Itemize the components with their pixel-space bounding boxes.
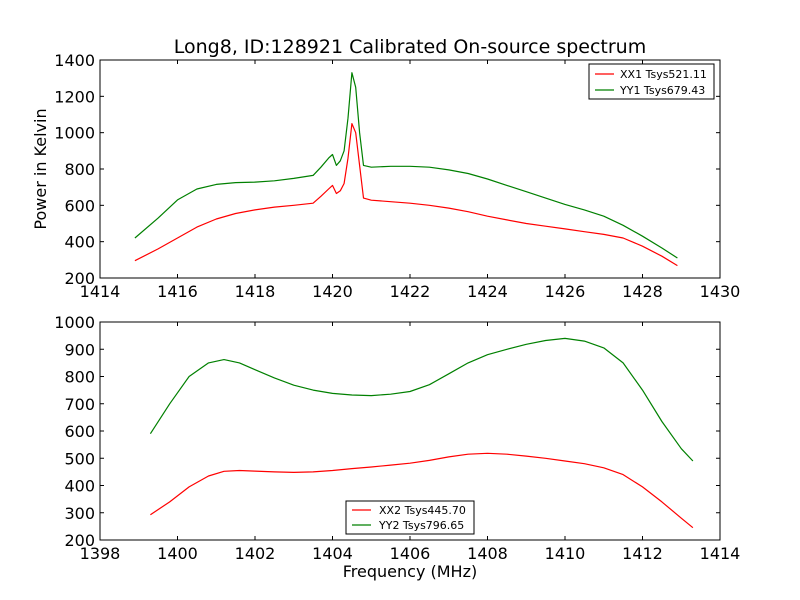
bottom-plot-area: 1398 1400 1402 1404 1406 1408 1410 1412 1414 200 3… (54, 313, 740, 563)
bottom-spectrum-chart: Frequency (MHz) 1398 1400 1402 1404 1406 1408… (54, 313, 740, 581)
top-y-tick-label: 1200 (54, 87, 95, 106)
top-x-tick-label: 1414 (80, 282, 121, 301)
bottom-x-tick-label: 1410 (545, 544, 586, 563)
top-x-tick-label: 1428 (622, 282, 663, 301)
bottom-y-tick-label: 1000 (54, 313, 95, 332)
top-x-tick-label: 1420 (312, 282, 353, 301)
top-y-tick-label: 200 (64, 269, 95, 288)
top-y-tick-label: 1000 (54, 124, 95, 143)
legend-label-yy2: YY2 Tsys796.65 (378, 519, 464, 532)
bottom-y-tick-label: 300 (64, 504, 95, 523)
bottom-y-tick-label: 700 (64, 395, 95, 414)
legend-label-xx2: XX2 Tsys445.70 (379, 504, 466, 517)
bottom-x-tick-label: 1412 (622, 544, 663, 563)
bottom-x-tick-label: 1408 (467, 544, 508, 563)
top-x-tick-label: 1430 (700, 282, 741, 301)
bottom-legend: XX2 Tsys445.70 YY2 Tsys796.65 (345, 500, 475, 535)
legend-label-yy1: YY1 Tsys679.43 (619, 84, 705, 97)
top-x-tick-label: 1422 (390, 282, 431, 301)
bottom-x-tick-label: 1398 (80, 544, 121, 563)
top-y-tick-label: 400 (64, 233, 95, 252)
bottom-y-tick-label: 800 (64, 368, 95, 387)
top-y-tick-label: 1400 (54, 51, 95, 70)
bottom-y-tick-label: 900 (64, 340, 95, 359)
top-x-tick-label: 1424 (467, 282, 508, 301)
top-y-tick-label: 800 (64, 160, 95, 179)
bottom-series-line-yy (149, 337, 694, 462)
top-legend: XX1 Tsys521.11 YY1 Tsys679.43 (588, 63, 715, 100)
bottom-x-tick-label: 1404 (312, 544, 353, 563)
top-y-tick-label: 600 (64, 196, 95, 215)
top-x-tick-label: 1426 (545, 282, 586, 301)
bottom-x-tick-label: 1400 (157, 544, 198, 563)
bottom-y-tick-label: 500 (64, 449, 95, 468)
bottom-y-tick-label: 200 (64, 531, 95, 550)
bottom-x-tick-label: 1414 (700, 544, 741, 563)
top-series-line-xx (134, 122, 678, 267)
bottom-x-tick-label: 1406 (390, 544, 431, 563)
top-x-tick-label: 1416 (157, 282, 198, 301)
bottom-legend-box (345, 500, 475, 535)
top-legend-box (588, 63, 715, 100)
x-axis-label: Frequency (MHz) (343, 562, 477, 581)
bottom-y-tick-label: 400 (64, 477, 95, 496)
top-x-tick-label: 1418 (235, 282, 276, 301)
legend-label-xx1: XX1 Tsys521.11 (620, 68, 707, 81)
bottom-y-tick-label: 600 (64, 422, 95, 441)
y-axis-label: Power in Kelvin (31, 108, 50, 229)
bottom-x-tick-label: 1402 (235, 544, 276, 563)
top-series-line-yy (134, 72, 678, 259)
top-spectrum-chart: Long8, ID:128921 Calibrated On-source sp… (31, 36, 740, 301)
chart-title: Long8, ID:128921 Calibrated On-source sp… (174, 36, 646, 58)
bottom-series-line-xx (150, 452, 694, 529)
top-plot-area: 1414 1416 1418 1420 1422 1424 1426 1428 1430 200 4… (54, 51, 740, 301)
